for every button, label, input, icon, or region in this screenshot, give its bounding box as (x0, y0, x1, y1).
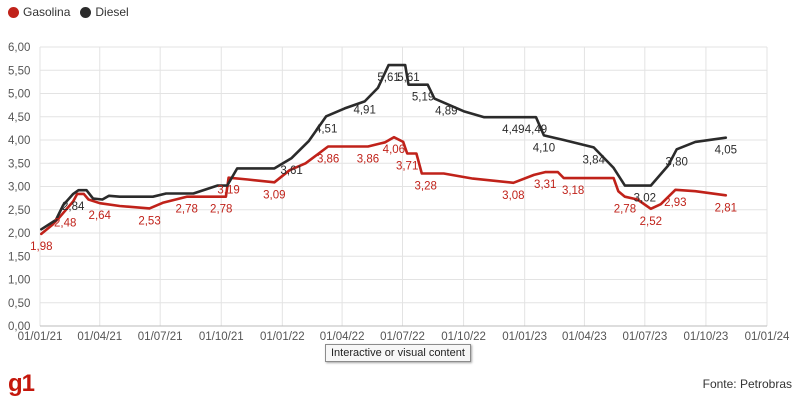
data-label-gasolina: 2,48 (54, 218, 76, 230)
source-credit: Fonte: Petrobras (702, 377, 792, 391)
y-tick-label: 4,50 (8, 112, 30, 124)
y-tick-label: 3,50 (8, 158, 30, 170)
data-label-gasolina: 2,78 (614, 204, 636, 216)
legend-marker-gasolina (8, 6, 19, 18)
y-tick-label: 4,00 (8, 135, 30, 147)
data-label-diesel: 4,89 (435, 106, 457, 118)
x-tick-label: 01/04/22 (320, 331, 365, 343)
data-label-diesel: 5,61 (377, 72, 399, 84)
y-tick-label: 0,50 (8, 298, 30, 310)
y-tick-label: 6,00 (8, 42, 30, 54)
y-tick-label: 5,50 (8, 65, 30, 77)
data-label-diesel: 3,61 (280, 165, 302, 177)
legend-marker-diesel (80, 6, 92, 18)
y-tick-label: 1,00 (8, 275, 30, 287)
data-label-diesel: 5,19 (412, 92, 434, 104)
data-label-diesel: 4,91 (353, 105, 375, 117)
series-line-gasolina (40, 135, 728, 236)
data-label-gasolina: 4,06 (383, 144, 405, 156)
data-label-diesel: 2,84 (62, 201, 85, 213)
legend-item-diesel[interactable]: Diesel (80, 5, 129, 19)
legend-label-gasolina: Gasolina (23, 5, 71, 19)
y-tick-label: 2,00 (8, 228, 30, 240)
data-label-gasolina: 2,53 (138, 215, 160, 227)
x-tick-label: 01/01/23 (502, 331, 547, 343)
data-label-gasolina: 2,78 (210, 204, 232, 216)
data-label-diesel: 5,61 (397, 72, 419, 84)
x-tick-label: 01/01/24 (745, 331, 790, 343)
x-tick-label: 01/10/22 (441, 331, 486, 343)
y-tick-label: 1,50 (8, 251, 30, 263)
x-tick-label: 01/01/22 (260, 331, 305, 343)
data-label-gasolina: 3,08 (502, 190, 524, 202)
data-label-gasolina: 2,64 (89, 210, 112, 222)
y-tick-label: 3,00 (8, 182, 30, 194)
legend-item-gasolina[interactable]: Gasolina (8, 5, 70, 19)
data-label-gasolina: 3,71 (396, 160, 418, 172)
y-tick-label: 2,50 (8, 205, 30, 217)
x-tick-label: 01/01/21 (18, 331, 63, 343)
line-chart: 0,00 0,50 1,00 1,50 2,00 2,50 3,00 3,50 4,00 4,50… (8, 42, 790, 343)
data-label-gasolina: 1,98 (30, 241, 52, 253)
data-label-gasolina: 3,19 (217, 185, 239, 197)
data-label-gasolina: 3,09 (263, 189, 285, 201)
data-label-diesel: 4,49 (525, 124, 547, 136)
g1-logo: g1 (8, 370, 35, 397)
y-tick-label: 5,00 (8, 89, 30, 101)
data-label-gasolina: 3,18 (562, 185, 584, 197)
x-tick-label: 01/07/21 (138, 331, 183, 343)
data-label-gasolina: 2,78 (176, 204, 198, 216)
data-label-diesel: 4,05 (715, 145, 737, 157)
data-label-gasolina: 3,28 (415, 180, 437, 192)
x-tick-label: 01/10/21 (199, 331, 244, 343)
data-label-gasolina: 2,93 (664, 197, 686, 209)
data-label-diesel: 4,49 (502, 124, 524, 136)
data-label-diesel: 3,84 (583, 154, 606, 166)
chart-legend: Gasolina Diesel (8, 4, 129, 20)
x-tick-label: 01/07/23 (622, 331, 667, 343)
series-line-diesel (40, 63, 728, 231)
legend-label-diesel: Diesel (95, 5, 129, 19)
y-tick-label: 0,00 (8, 321, 30, 333)
x-tick-label: 01/04/23 (562, 331, 607, 343)
data-label-gasolina: 2,52 (640, 216, 662, 228)
x-tick-label: 01/10/23 (684, 331, 729, 343)
data-label-gasolina: 3,31 (534, 179, 556, 191)
data-label-diesel: 3,02 (634, 193, 656, 205)
data-label-diesel: 3,80 (666, 156, 688, 168)
data-label-gasolina: 3,86 (357, 154, 379, 166)
x-tick-label: 01/07/22 (380, 331, 425, 343)
data-label-diesel: 4,51 (315, 123, 337, 135)
data-label-diesel: 4,10 (533, 142, 555, 154)
data-label-gasolina: 2,81 (715, 202, 737, 214)
x-tick-label: 01/04/21 (77, 331, 122, 343)
data-label-gasolina: 3,86 (317, 154, 339, 166)
interactive-content-chip[interactable]: Interactive or visual content (325, 344, 471, 362)
